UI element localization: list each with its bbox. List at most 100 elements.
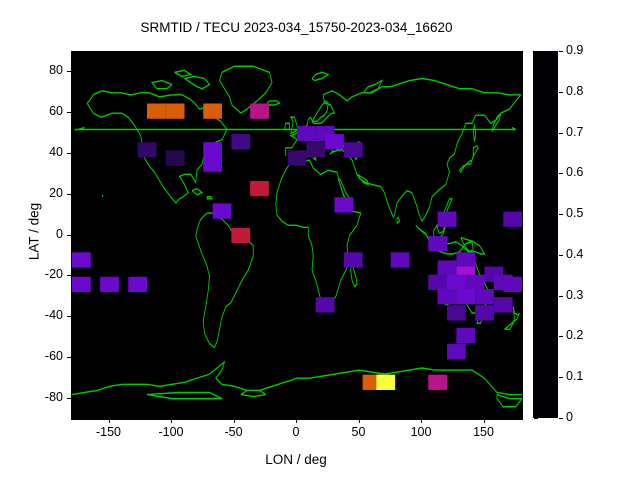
heatmap-cell (231, 134, 251, 150)
heatmap-cell (203, 142, 222, 158)
colorbar-tick-inner (534, 336, 538, 338)
coastline-path (146, 391, 223, 400)
coastline-path (74, 126, 516, 131)
heatmap-cell (325, 134, 344, 150)
heatmap-cell (437, 289, 457, 305)
x-tick (421, 419, 422, 423)
x-tick (296, 419, 297, 423)
heatmap-cell (343, 142, 363, 158)
colorbar-tick-inner (534, 377, 538, 379)
y-tick-label: 20 (49, 185, 63, 200)
heatmap-cell (165, 150, 185, 166)
coastline-path (396, 215, 401, 224)
colorbar-tick-label: 0.9 (566, 43, 584, 57)
heatmap-cells (72, 103, 522, 390)
heatmap-cell (503, 211, 522, 227)
x-tick-label: 150 (473, 425, 494, 439)
coastline-path (218, 65, 273, 114)
coastline-path (460, 236, 486, 255)
x-tick-label: 50 (351, 425, 366, 439)
colorbar-tick-label: 0.3 (566, 287, 584, 302)
colorbar-tick-label: 0.5 (566, 206, 584, 221)
coastline-path (195, 212, 254, 349)
coastline-path (174, 69, 193, 78)
coastline-path (72, 360, 522, 396)
coastline-path (350, 259, 358, 288)
colorbar-tick-label: 0.2 (566, 328, 584, 343)
y-tick-label: 40 (49, 144, 63, 159)
coastline-path (206, 196, 214, 200)
coastline-path (311, 71, 330, 82)
colorbar-tick (559, 418, 563, 419)
coastline-path (491, 111, 502, 133)
coastline-path (472, 122, 477, 142)
heatmap-cell (456, 289, 476, 305)
x-tick-label: 0 (292, 425, 300, 439)
heatmap-cell (437, 211, 457, 227)
colorbar-tick-inner (534, 254, 538, 256)
coastline-path (504, 306, 520, 331)
colorbar-tick (559, 132, 563, 134)
heatmap-cell (493, 297, 513, 313)
chart-title: SRMTID / TECU 2023-034_15750-2023-034_16… (140, 20, 453, 35)
y-tick (67, 234, 71, 236)
heatmap-cell (250, 180, 269, 197)
colorbar (533, 51, 558, 418)
heatmap-cell (212, 203, 232, 219)
colorbar-tick-label: 0.8 (566, 83, 584, 98)
heatmap-cell (428, 236, 447, 252)
y-tick (67, 397, 71, 399)
colorbar-tick (559, 173, 563, 175)
heatmap-cell (297, 125, 316, 142)
heatmap-cell (437, 260, 457, 276)
colorbar-tick-label: 0.7 (566, 124, 584, 139)
coastline-path (444, 198, 453, 220)
colorbar-gradient (534, 52, 557, 417)
x-tick (233, 419, 235, 423)
colorbar-tick (559, 91, 563, 93)
coastline-path (459, 144, 479, 174)
colorbar-tick (559, 51, 563, 52)
x-tick-label: 100 (410, 425, 432, 439)
coastline-path (184, 75, 211, 90)
coastline-path (240, 389, 266, 398)
x-tick-label: -150 (95, 425, 122, 439)
colorbar-tick-inner (534, 295, 538, 297)
y-tick (67, 71, 71, 73)
y-tick (67, 356, 71, 358)
colorbar-tick-inner (534, 91, 538, 93)
heatmap-cell (447, 344, 466, 360)
heatmap-cell (390, 252, 410, 268)
map-plot-area (71, 51, 523, 420)
y-tick-label: 60 (49, 104, 63, 119)
heatmap-cell (376, 374, 396, 390)
colorbar-tick-inner (534, 51, 538, 52)
heatmap-cell (475, 289, 494, 305)
x-tick (108, 419, 110, 423)
coastline-path (356, 173, 370, 186)
heatmap-cell (72, 252, 91, 268)
colorbar-tick-inner (534, 132, 538, 134)
heatmap-cell (100, 276, 119, 293)
heatmap-cell (456, 252, 476, 268)
x-tick (483, 419, 485, 423)
heatmap-cell (147, 103, 166, 119)
colorbar-tick-label: 0.6 (566, 165, 584, 180)
heatmap-cell (428, 274, 447, 291)
colorbar-tick (559, 254, 563, 256)
x-tick-label: -50 (224, 425, 243, 439)
x-tick (358, 419, 360, 423)
colorbar-tick-label: 0.4 (566, 246, 584, 261)
y-tick (67, 112, 71, 114)
heatmap-cell (231, 227, 251, 244)
heatmap-cell (137, 142, 157, 158)
coastline-path (362, 79, 384, 94)
coastline-path (311, 100, 329, 123)
heatmap-cell (250, 103, 269, 119)
coastline-path (289, 116, 299, 135)
heatmap-cell (447, 274, 466, 291)
heatmap-cell (315, 297, 335, 313)
colorbar-tick-inner (534, 173, 538, 175)
colorbar-tick (559, 214, 563, 216)
